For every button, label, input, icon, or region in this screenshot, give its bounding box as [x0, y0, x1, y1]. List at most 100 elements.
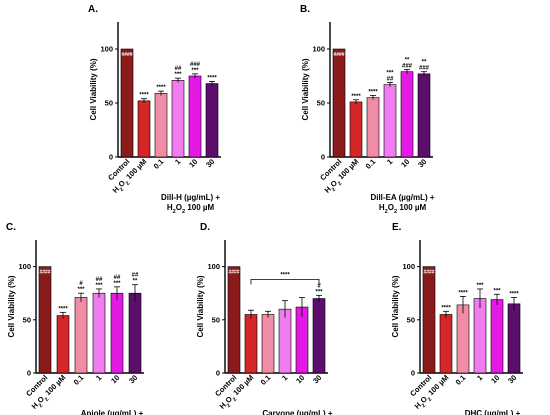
significance-label: ****	[207, 75, 217, 81]
y-tick-label: 0	[321, 153, 325, 162]
significance-label: ***	[386, 70, 394, 76]
x-tick-label: 30	[311, 373, 323, 385]
significance-label: ##	[114, 275, 121, 281]
bar-2	[439, 314, 453, 374]
y-tick-label: 100	[402, 262, 415, 271]
significance-label: ***	[191, 68, 199, 74]
significance-label: ####	[423, 270, 434, 276]
y-tick-label: 100	[18, 262, 31, 271]
x-tick-label: 30	[127, 373, 139, 385]
x-tick-label: 10	[187, 157, 199, 169]
x-tick-label: 1	[280, 373, 289, 382]
bar-1	[120, 48, 134, 158]
y-tick-label: 0	[411, 369, 415, 378]
x-tick-label: 10	[489, 373, 501, 385]
bar-2	[349, 101, 363, 158]
bar-4	[473, 298, 487, 374]
significance-label: ***	[95, 283, 103, 289]
y-tick-label: 100	[312, 45, 325, 54]
x-tick-label: 1	[385, 157, 394, 166]
bar-4	[171, 80, 185, 158]
y-tick-label: 50	[105, 99, 113, 108]
bar-2	[244, 314, 258, 374]
y-tick-label: 0	[109, 153, 113, 162]
panel-letter: C.	[6, 222, 16, 233]
x-axis-label: Dill-H (µg/mL) +	[161, 193, 220, 202]
significance-label: ####	[121, 52, 132, 58]
x-tick-label: 30	[506, 373, 518, 385]
significance-label: ****	[156, 85, 166, 91]
significance-label: ***	[113, 281, 121, 287]
bar-2	[137, 100, 151, 158]
significance-label: ####	[333, 52, 344, 58]
significance-label: ****	[139, 93, 149, 99]
significance-label: ***	[315, 289, 323, 295]
bar-5	[295, 306, 309, 374]
bar-2	[56, 315, 70, 374]
bar-6	[312, 298, 326, 374]
bar-1	[422, 266, 436, 374]
significance-label: ##	[175, 66, 182, 72]
bar-3	[366, 97, 380, 158]
x-tick-label: 30	[416, 157, 428, 169]
y-tick-label: 100	[207, 262, 220, 271]
y-axis-label: Cell Viability (%)	[89, 58, 98, 120]
y-tick-label: 0	[216, 369, 220, 378]
x-tick-label: 30	[204, 157, 216, 169]
bracket-label: ****	[280, 272, 290, 278]
significance-label: ###	[190, 62, 201, 68]
bar-5	[188, 75, 202, 158]
y-tick-label: 100	[100, 45, 113, 54]
significance-label: ****	[509, 291, 519, 297]
significance-label: #	[317, 283, 321, 289]
significance-label: ****	[458, 290, 468, 296]
x-tick-label: 1	[173, 157, 182, 166]
significance-label: ***	[77, 287, 85, 293]
x-tick-label: 0.1	[72, 373, 86, 387]
significance-bracket	[250, 278, 320, 285]
bar-1	[227, 266, 241, 374]
bar-6	[205, 83, 219, 158]
significance-label: ###	[419, 66, 430, 72]
panel-letter: B.	[300, 4, 310, 15]
x-tick-label: 1	[475, 373, 484, 382]
significance-label: ##	[132, 273, 139, 279]
significance-label: **	[133, 279, 138, 285]
significance-label: ***	[493, 288, 501, 294]
significance-label: ****	[441, 305, 451, 311]
panel-letter: D.	[200, 222, 210, 233]
significance-label: **	[422, 60, 427, 66]
bar-6	[507, 303, 521, 374]
significance-label: ##	[96, 277, 103, 283]
y-axis-label: Cell Viability (%)	[7, 275, 16, 337]
bar-4	[278, 308, 292, 374]
y-tick-label: 50	[23, 315, 31, 324]
x-tick-label: 10	[109, 373, 121, 385]
bar-4	[92, 292, 106, 374]
y-tick-label: 50	[212, 315, 220, 324]
significance-label: **	[405, 58, 410, 64]
x-axis-label: H2O2 100 µM	[167, 203, 215, 215]
x-tick-label: 10	[294, 373, 306, 385]
bar-1	[332, 48, 346, 158]
panel-letter: E.	[392, 222, 402, 233]
x-axis-label: Carvone (µg/mL) +	[262, 409, 333, 415]
significance-label: ###	[402, 64, 413, 70]
y-axis-label: Cell Viability (%)	[301, 58, 310, 120]
x-tick-label: 0.1	[152, 157, 166, 171]
x-axis-label: Apiole (µg/mL) +	[81, 409, 144, 415]
y-axis-label: Cell Viability (%)	[391, 275, 400, 337]
bar-3	[74, 297, 88, 374]
x-tick-label: 0.1	[454, 373, 468, 387]
y-tick-label: 0	[27, 369, 31, 378]
bar-6	[417, 73, 431, 158]
x-tick-label: 0.1	[364, 157, 378, 171]
bar-5	[110, 292, 124, 374]
significance-label: #	[79, 281, 83, 287]
bar-6	[128, 292, 142, 374]
